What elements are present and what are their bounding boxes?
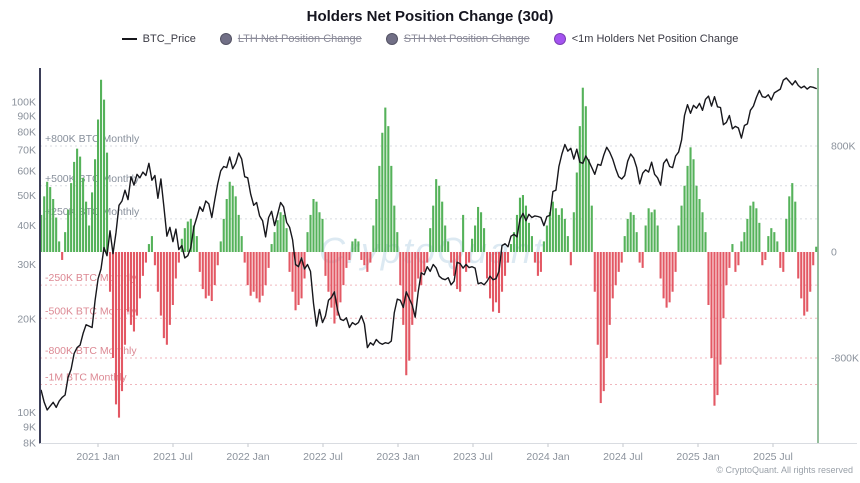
left-axis-tick-label: 9K [23, 421, 36, 433]
ref-line-label: +500K BTC Monthly [45, 173, 140, 185]
right-axis-tick-label: -800K [831, 353, 859, 365]
ref-line-label: -500K BTC Monthly [45, 305, 137, 317]
ref-line-label: -250K BTC Monthly [45, 272, 137, 284]
left-axis-tick-label: 40K [17, 220, 36, 232]
x-axis-tick-label: 2023 Jul [453, 451, 493, 463]
right-axis-labels: 800K 0 -800K [831, 141, 859, 365]
x-axis-tick-label: 2025 Jan [676, 451, 719, 463]
right-axis-tick-label: 0 [831, 247, 837, 259]
left-axis-tick-label: 100K [11, 97, 36, 109]
x-axis-tick-label: 2023 Jan [376, 451, 419, 463]
left-axis-tick-label: 10K [17, 407, 36, 419]
legend-dot-marker-icon [553, 33, 566, 45]
legend-item-label: LTH Net Position Change [237, 33, 362, 45]
chart-legend: BTC_Price LTH Net Position Change STH Net … [0, 33, 860, 45]
legend-item-sth-net-position-change[interactable]: STH Net Position Change [385, 33, 530, 45]
legend-item-btc-price[interactable]: BTC_Price [121, 33, 196, 45]
left-axis-labels: 8K 9K 10K 20K 30K 40K 50K 60K 70K 80K 90K 100K [11, 97, 36, 450]
left-axis-tick-label: 70K [17, 145, 36, 157]
left-axis-tick-label: 50K [17, 190, 36, 202]
ref-lines: +800K BTC Monthly+500K BTC Monthly+250K … [40, 133, 818, 385]
ref-line-label: -1M BTC Monthly [45, 372, 127, 384]
price-line[interactable] [40, 77, 817, 411]
x-axis-tick-label: 2021 Jan [76, 451, 119, 463]
legend-item-label: <1m Holders Net Position Change [571, 33, 739, 45]
legend-line-marker-icon [121, 38, 137, 40]
x-axis-tick-label: 2024 Jul [603, 451, 643, 463]
legend-item-lth-net-position-change[interactable]: LTH Net Position Change [219, 33, 362, 45]
ref-line-label: -800K BTC Monthly [45, 345, 137, 357]
axes [39, 68, 857, 444]
right-axis-tick-label: 800K [831, 141, 856, 153]
x-axis-tick-label: 2021 Jul [153, 451, 193, 463]
x-axis-tick-label: 2025 Jul [753, 451, 793, 463]
left-axis-tick-label: 8K [23, 437, 36, 449]
ref-line-label: +800K BTC Monthly [45, 133, 140, 145]
legend-dot-marker-icon [219, 33, 232, 45]
x-axis-tick-label: 2022 Jul [303, 451, 343, 463]
x-axis-tick-label: 2024 Jan [526, 451, 569, 463]
left-axis-tick-label: 30K [17, 259, 36, 271]
legend-item-label: BTC_Price [142, 33, 196, 45]
bars-series-1m-holders[interactable] [40, 79, 818, 418]
left-axis-tick-label: 80K [17, 127, 36, 139]
left-axis-tick-label: 20K [17, 314, 36, 326]
left-axis-tick-label: 60K [17, 165, 36, 177]
legend-item-label: STH Net Position Change [403, 33, 530, 45]
x-axis-labels: 2021 Jan 2021 Jul 2022 Jan 2022 Jul 2023 Jan… [76, 443, 793, 463]
left-axis-tick-label: 90K [17, 111, 36, 123]
chart-title: Holders Net Position Change (30d) [306, 8, 554, 25]
x-axis-tick-label: 2022 Jan [226, 451, 269, 463]
legend-dot-marker-icon [385, 33, 398, 45]
copyright-text: © CryptoQuant. All rights reserved [716, 465, 853, 475]
legend-item--1m-holders-net-position-change[interactable]: <1m Holders Net Position Change [553, 33, 739, 45]
